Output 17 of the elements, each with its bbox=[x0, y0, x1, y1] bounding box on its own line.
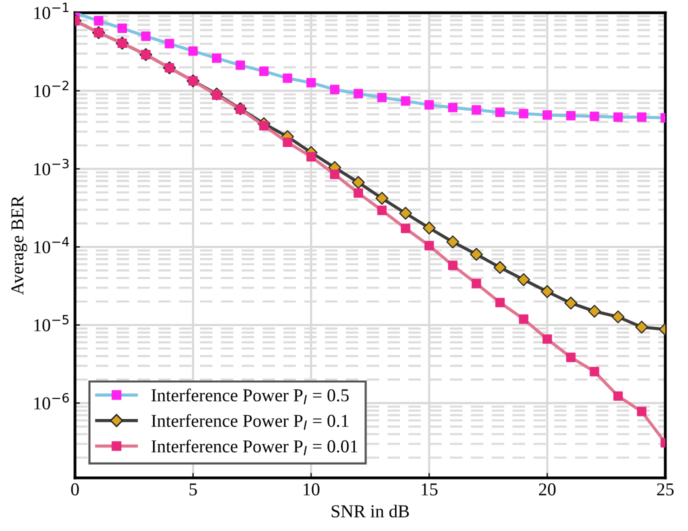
y-tick-label: 10$^{−5}$ bbox=[34, 315, 69, 332]
x-axis-title: SNR in dB bbox=[332, 504, 409, 518]
x-tick-label: 25 bbox=[657, 483, 674, 496]
legend-label: Interference Power P$_{I}$ = 0.1 bbox=[151, 414, 348, 430]
y-axis-title: Average BER bbox=[11, 196, 28, 295]
x-tick-label: 20 bbox=[539, 483, 556, 496]
x-tick-label: 15 bbox=[422, 483, 438, 496]
y-tick-label: 10$^{−2}$ bbox=[34, 80, 68, 98]
x-tick-label: 5 bbox=[190, 483, 197, 496]
legend-label: Interference Power P$_{I}$ = 0.01 bbox=[151, 440, 358, 456]
y-tick-label: 10$^{−1}$ bbox=[34, 2, 68, 20]
x-tick-label: 10 bbox=[304, 483, 320, 496]
legend-label: Interference Power P$_{I}$ = 0.5 bbox=[151, 388, 349, 404]
y-tick-label: 10$^{−3}$ bbox=[34, 158, 69, 176]
y-tick-label: 10$^{−6}$ bbox=[34, 393, 69, 410]
x-tick-label: 0 bbox=[71, 483, 79, 496]
y-tick-label: 10$^{−4}$ bbox=[34, 236, 69, 254]
